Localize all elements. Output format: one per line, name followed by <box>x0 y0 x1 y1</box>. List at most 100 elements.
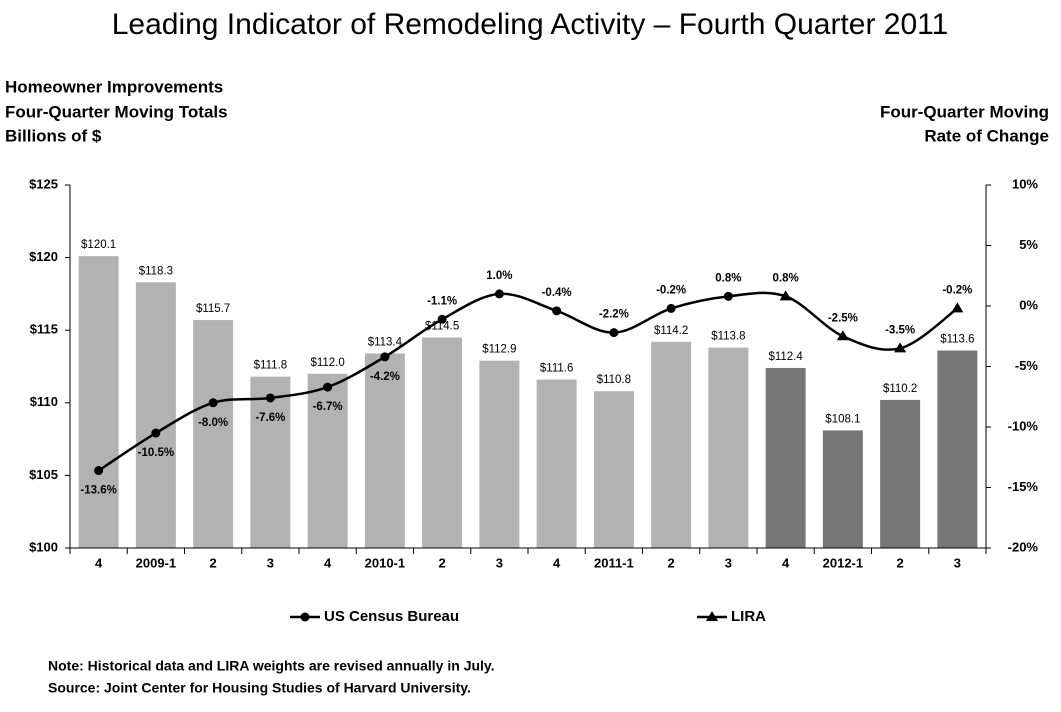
x-tick-label: 2010-1 <box>365 555 405 570</box>
point <box>437 314 447 324</box>
bar-value-label: $108.1 <box>825 413 860 425</box>
line-value-label: -0.2% <box>656 284 686 296</box>
y-tick-label: $110 <box>30 394 58 409</box>
point <box>666 303 676 313</box>
point <box>609 328 619 338</box>
point <box>894 342 907 353</box>
x-tick-label: 4 <box>553 555 561 570</box>
line-value-label: -2.5% <box>828 312 858 324</box>
bar-value-label: $114.2 <box>654 325 688 337</box>
note: Source: Joint Center for Housing Studies… <box>48 680 471 696</box>
point <box>265 393 275 403</box>
line-value-label: 0.8% <box>715 272 741 284</box>
line-value-label: 0.8% <box>773 272 799 284</box>
y2-tick-label: 10% <box>1012 176 1038 191</box>
bar <box>135 282 176 548</box>
x-tick-label: 3 <box>954 555 961 570</box>
y2-axis-label: Four-Quarter Moving <box>880 102 1049 121</box>
y-tick-label: $115 <box>30 322 58 337</box>
bar <box>479 360 520 548</box>
bar <box>307 373 348 548</box>
y2-tick-label: -10% <box>1008 418 1039 433</box>
bar <box>364 353 405 548</box>
bar-value-label: $115.7 <box>196 303 230 315</box>
point <box>779 290 792 301</box>
y2-tick-label: -15% <box>1008 479 1039 494</box>
line-value-label: -8.0% <box>198 417 228 429</box>
x-tick-label: 3 <box>725 555 732 570</box>
legend-marker <box>706 611 718 621</box>
x-tick-label: 3 <box>267 555 274 570</box>
y2-tick-label: 0% <box>1019 297 1038 312</box>
y-axis-label: Homeowner Improvements <box>5 77 223 96</box>
point <box>208 398 218 408</box>
line <box>97 291 959 472</box>
bar-value-label: $111.6 <box>540 363 573 375</box>
line-value-label: -2.2% <box>599 309 629 321</box>
x-tick-label: 2 <box>668 555 675 570</box>
x-tick-label: 2011-1 <box>594 555 634 570</box>
bar-value-label: $120.1 <box>81 239 116 251</box>
bar-value-label: $112.4 <box>768 351 803 363</box>
x-tick-label: 4 <box>95 555 103 570</box>
point <box>94 466 104 476</box>
line-value-label: -1.1% <box>427 295 457 307</box>
bar-value-label: $112.9 <box>482 344 516 356</box>
bar-value-label: $113.4 <box>368 336 403 348</box>
point <box>951 302 964 313</box>
bar <box>536 379 577 548</box>
legend-label: US Census Bureau <box>324 608 459 625</box>
y2-tick-label: 5% <box>1019 237 1038 252</box>
bar <box>765 367 806 548</box>
note: Note: Historical data and LIRA weights a… <box>48 658 495 674</box>
point <box>723 291 733 301</box>
point <box>380 352 390 362</box>
line-value-label: -0.2% <box>942 284 972 296</box>
bar <box>822 430 863 548</box>
y-tick-label: $125 <box>29 176 58 191</box>
bar-value-label: $110.2 <box>883 383 917 395</box>
x-tick-label: 4 <box>324 555 332 570</box>
line-value-label: -3.5% <box>885 324 915 336</box>
legend-marker <box>300 612 310 622</box>
line-value-label: -7.6% <box>255 412 285 424</box>
bar-value-label: $113.6 <box>940 334 974 346</box>
line-value-label: -6.7% <box>313 401 343 413</box>
line-value-label: -0.4% <box>542 287 572 299</box>
bar <box>593 391 634 548</box>
x-tick-label: 4 <box>782 555 790 570</box>
x-tick-label: 2009-1 <box>136 555 176 570</box>
point <box>151 428 161 438</box>
point <box>836 330 849 341</box>
bar-value-label: $113.8 <box>711 331 745 343</box>
bar-value-label: $112.0 <box>310 357 344 369</box>
legend-label: LIRA <box>731 608 766 625</box>
line-value-label: 1.0% <box>486 270 512 282</box>
y-axis-label: Four-Quarter Moving Totals <box>5 102 228 121</box>
point <box>494 289 504 299</box>
y-axis-label: Billions of $ <box>5 126 102 145</box>
bar-value-label: $118.3 <box>139 265 173 277</box>
x-tick-label: 2 <box>439 555 446 570</box>
point <box>552 306 562 316</box>
bar <box>880 399 921 548</box>
bar-value-label: $111.8 <box>254 360 287 372</box>
point <box>323 382 333 392</box>
y-tick-label: $105 <box>29 467 58 482</box>
bar <box>708 347 749 548</box>
bar <box>422 337 463 548</box>
x-tick-label: 3 <box>496 555 503 570</box>
line-value-label: -4.2% <box>370 371 400 383</box>
y2-axis-label: Rate of Change <box>924 126 1049 145</box>
bar <box>937 350 978 548</box>
x-tick-label: 2012-1 <box>823 555 863 570</box>
y2-tick-label: -20% <box>1008 539 1039 554</box>
x-tick-label: 2 <box>210 555 217 570</box>
y-tick-label: $120 <box>29 249 58 264</box>
bar <box>78 256 119 548</box>
x-tick-label: 2 <box>897 555 904 570</box>
line-value-label: -13.6% <box>80 485 116 497</box>
bar <box>250 376 291 548</box>
y2-tick-label: -5% <box>1015 358 1039 373</box>
